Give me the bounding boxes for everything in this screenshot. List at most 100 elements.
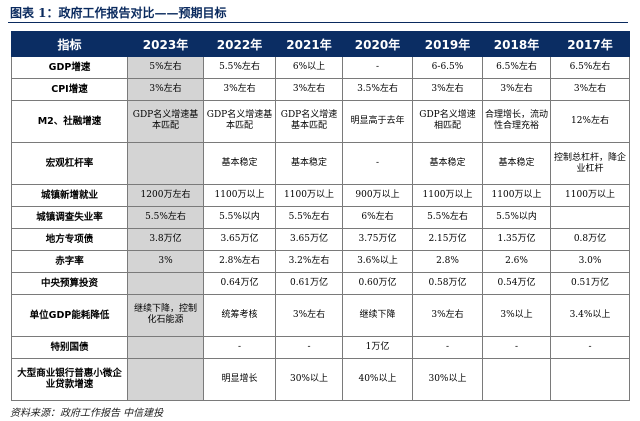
table-cell — [550, 206, 630, 229]
row-label: 中央预算投资 — [11, 271, 128, 295]
table-row: 中央预算投资 0.64万亿 0.61万亿 0.60万亿 0.58万亿 0.54万亿 0.51… — [11, 271, 630, 295]
table-cell: 1万亿 — [342, 335, 413, 359]
table-cell: 30%以上 — [275, 357, 343, 402]
table-cell: 3.2%左右 — [275, 249, 343, 273]
header-cell: 2017年 — [550, 31, 630, 57]
table-cell: 3% — [127, 249, 204, 273]
table-cell: 1100万以上 — [203, 184, 276, 208]
table-cell: 3%左右 — [482, 77, 551, 101]
table-cell: 5.5%以内 — [203, 206, 276, 229]
table-cell: 3%左右 — [412, 77, 483, 101]
row-label: 地方专项债 — [11, 227, 128, 251]
table-cell: 1200万左右 — [127, 184, 204, 208]
table-cell: 3.0% — [550, 249, 630, 273]
table-cell: 1100万以上 — [482, 184, 551, 208]
table-cell: 3.6%以上 — [342, 249, 413, 273]
table-row: 单位GDP能耗降低 继续下降，控制化石能源 统筹考核 3%左右 继续下降 3%左右 3%以上… — [11, 293, 630, 337]
table-cell: 12%左右 — [550, 99, 630, 143]
table-cell: GDP名义增速基本匹配 — [203, 99, 276, 143]
source-note: 资料来源：政府工作报告 中信建投 — [10, 408, 164, 419]
table-row: 城镇新增就业 1200万左右 1100万以上 1100万以上 900万以上 1100万以上… — [11, 184, 630, 208]
table-cell: 0.60万亿 — [342, 271, 413, 295]
table-cell — [550, 357, 630, 402]
table-cell — [482, 357, 551, 402]
table-row: 特别国债 - -1万亿 - - - — [11, 335, 630, 359]
table-cell: 3%左右 — [275, 77, 343, 101]
table-cell — [127, 357, 204, 402]
table-row: 宏观杠杆率 基本稳定 基本稳定 - 基本稳定 基本稳定 控制总杠杆，降企业杠杆 — [11, 141, 630, 186]
table-row: 赤字率 3% 2.8%左右 3.2%左右 3.6%以上 2.8% 2.6% 3.0% — [11, 249, 630, 273]
table-cell: - — [342, 141, 413, 186]
table-cell: 2.8%左右 — [203, 249, 276, 273]
table-cell: 2.6% — [482, 249, 551, 273]
table-cell: 5%左右 — [127, 56, 204, 79]
table-cell: 6-6.5% — [412, 56, 483, 79]
table-cell — [127, 271, 204, 295]
header-row: 指标 2023年 2022年 2021年 2020年 2019年 2018年 2… — [11, 31, 630, 57]
table-cell: 6.5%左右 — [482, 56, 551, 79]
table-row: GDP增速 5%左右 5.5%左右 6%以上 -6-6.5% 6.5%左右 6.5%左右 — [11, 56, 630, 79]
title-underline — [8, 22, 628, 23]
table-cell: GDP名义增速相匹配 — [412, 99, 483, 143]
table-cell: 0.8万亿 — [550, 227, 630, 251]
table-cell: 3.75万亿 — [342, 227, 413, 251]
table-row: CPI增速 3%左右 3%左右 3%左右 3.5%左右 3%左右 3%左右 3%左右 — [11, 77, 630, 101]
table-cell: 3%左右 — [412, 293, 483, 337]
table-cell: 0.61万亿 — [275, 271, 343, 295]
table-cell: 5.5%左右 — [412, 206, 483, 229]
row-label: 城镇调查失业率 — [11, 206, 128, 229]
table-cell: 3.4%以上 — [550, 293, 630, 337]
table-cell: 基本稳定 — [412, 141, 483, 186]
table-cell: 明显高于去年 — [342, 99, 413, 143]
table-cell — [127, 335, 204, 359]
table-cell: 0.51万亿 — [550, 271, 630, 295]
table-cell: - — [342, 56, 413, 79]
table-cell: 1.35万亿 — [482, 227, 551, 251]
table-cell: 3.65万亿 — [203, 227, 276, 251]
table-cell: 基本稳定 — [482, 141, 551, 186]
table-cell: 统筹考核 — [203, 293, 276, 337]
targets-table: 指标 2023年 2022年 2021年 2020年 2019年 2018年 2… — [11, 31, 630, 402]
header-cell: 2023年 — [127, 31, 204, 57]
table-cell: - — [412, 335, 483, 359]
table-cell: GDP名义增速基本匹配 — [275, 99, 343, 143]
row-label: M2、社融增速 — [11, 99, 128, 143]
table-cell: 2.15万亿 — [412, 227, 483, 251]
table-cell: 1100万以上 — [275, 184, 343, 208]
table-cell: 1100万以上 — [412, 184, 483, 208]
table-cell: 3%以上 — [482, 293, 551, 337]
table-cell: 合理增长，流动性合理充裕 — [482, 99, 551, 143]
table-cell: 5.5%左右 — [203, 56, 276, 79]
table-cell: 3%左右 — [203, 77, 276, 101]
table-cell: 基本稳定 — [203, 141, 276, 186]
figure-title: 图表 1：政府工作报告对比——预期目标 — [10, 6, 227, 20]
header-cell: 2021年 — [275, 31, 343, 57]
table-cell: 3.8万亿 — [127, 227, 204, 251]
table-cell: - — [275, 335, 343, 359]
table-cell: 1100万以上 — [550, 184, 630, 208]
row-label: 赤字率 — [11, 249, 128, 273]
table-row: 城镇调查失业率 5.5%左右 5.5%以内 5.5%左右 6%左右 5.5%左右 5.5%以… — [11, 206, 630, 229]
header-cell: 2019年 — [412, 31, 483, 57]
row-label: 大型商业银行普惠小微企业贷款增速 — [11, 357, 128, 402]
table-cell: 3%左右 — [550, 77, 630, 101]
row-label: 特别国债 — [11, 335, 128, 359]
header-cell: 2020年 — [342, 31, 413, 57]
table-cell: - — [482, 335, 551, 359]
table-cell: 6%左右 — [342, 206, 413, 229]
table-cell: 3.65万亿 — [275, 227, 343, 251]
header-cell: 2018年 — [482, 31, 551, 57]
table-row: 地方专项债 3.8万亿 3.65万亿 3.65万亿 3.75万亿 2.15万亿 1.35万亿… — [11, 227, 630, 251]
table-cell: - — [203, 335, 276, 359]
row-label: 单位GDP能耗降低 — [11, 293, 128, 337]
row-label: 宏观杠杆率 — [11, 141, 128, 186]
table-cell: 5.5%左右 — [275, 206, 343, 229]
table-cell: 0.64万亿 — [203, 271, 276, 295]
table-cell: 明显增长 — [203, 357, 276, 402]
header-cell: 2022年 — [203, 31, 276, 57]
table-cell: 5.5%以内 — [482, 206, 551, 229]
table-cell: 30%以上 — [412, 357, 483, 402]
table-row: 大型商业银行普惠小微企业贷款增速 明显增长 30%以上 40%以上 30%以上 — [11, 357, 630, 402]
table-cell: 基本稳定 — [275, 141, 343, 186]
